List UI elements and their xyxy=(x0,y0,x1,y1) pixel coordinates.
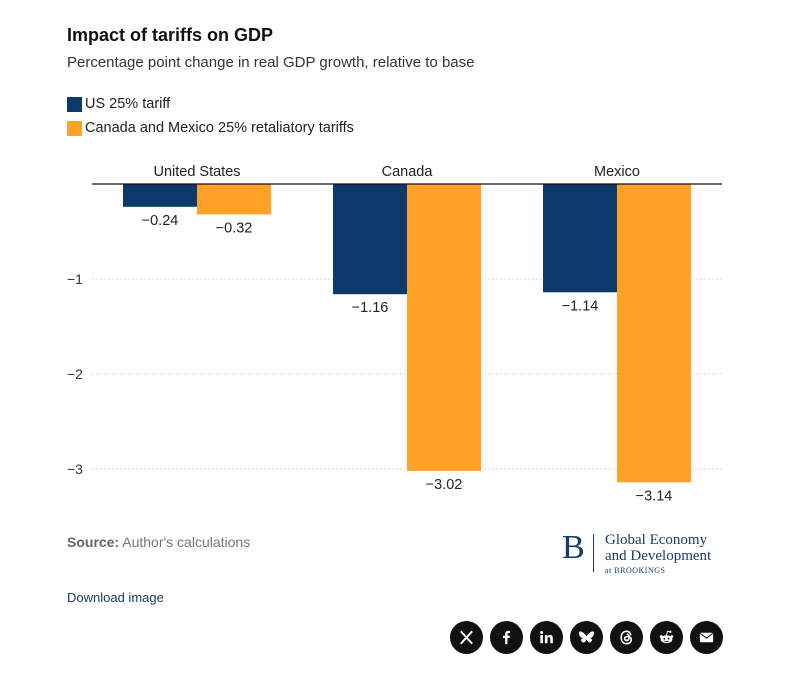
bar xyxy=(123,184,197,207)
share-threads-button[interactable] xyxy=(610,621,643,654)
share-facebook-button[interactable] xyxy=(490,621,523,654)
legend-item-us-tariff: US 25% tariff xyxy=(67,95,170,113)
logo-line-2: and Development xyxy=(605,548,712,564)
download-image-link[interactable]: Download image xyxy=(67,590,164,605)
y-tick-label: −1 xyxy=(67,271,83,287)
category-label: Canada xyxy=(382,164,434,180)
bar xyxy=(543,184,617,293)
logo-line-1: Global Economy xyxy=(605,532,708,548)
threads-icon xyxy=(620,630,633,645)
facebook-icon xyxy=(502,630,511,645)
y-tick-label: −2 xyxy=(67,366,83,382)
bar-chart: −1 −2 −3 −0.24 −1.16 −1.14 −0.32 −3.02 −3.14 Unit… xyxy=(67,164,722,504)
bar-value-label: −0.24 xyxy=(142,213,179,229)
share-bluesky-button[interactable] xyxy=(570,621,603,654)
bar-value-label: −3.14 xyxy=(636,488,673,504)
y-tick-label: −3 xyxy=(67,461,83,477)
email-icon xyxy=(699,632,714,643)
bar-value-label: −1.14 xyxy=(562,298,599,314)
chart-subtitle: Percentage point change in real GDP grow… xyxy=(67,54,475,71)
legend-swatch-retaliatory xyxy=(67,120,82,136)
source-text: Author's calculations xyxy=(122,534,251,550)
bar xyxy=(333,184,407,295)
share-email-button[interactable] xyxy=(690,621,723,654)
share-x-button[interactable] xyxy=(450,621,483,654)
bluesky-icon xyxy=(579,631,594,643)
legend-label-retaliatory: Canada and Mexico 25% retaliatory tariff… xyxy=(85,120,354,136)
logo-line-3: at BROOKINGS xyxy=(605,566,666,575)
share-reddit-button[interactable] xyxy=(650,621,683,654)
x-icon xyxy=(460,630,473,645)
logo-letter: B xyxy=(562,529,585,566)
bar xyxy=(617,184,691,483)
brookings-logo: B Global Economy and Development at BROO… xyxy=(562,530,727,578)
bar xyxy=(197,184,271,215)
linkedin-icon xyxy=(540,631,553,644)
legend-label-us-tariff: US 25% tariff xyxy=(85,96,171,112)
source-prefix: Source: xyxy=(67,534,120,550)
share-linkedin-button[interactable] xyxy=(530,621,563,654)
legend-swatch-us-tariff xyxy=(67,96,82,112)
source-note: Source: Author's calculations xyxy=(67,534,250,550)
bar-value-label: −3.02 xyxy=(426,477,463,493)
category-label: United States xyxy=(153,164,240,180)
chart-title: Impact of tariffs on GDP xyxy=(67,25,274,45)
legend-item-retaliatory: Canada and Mexico 25% retaliatory tariff… xyxy=(67,119,354,137)
bar xyxy=(407,184,481,471)
bar-value-label: −0.32 xyxy=(216,220,253,236)
bar-value-label: −1.16 xyxy=(352,300,389,316)
category-label: Mexico xyxy=(594,164,640,180)
reddit-icon xyxy=(659,630,674,644)
logo-divider xyxy=(593,534,594,572)
